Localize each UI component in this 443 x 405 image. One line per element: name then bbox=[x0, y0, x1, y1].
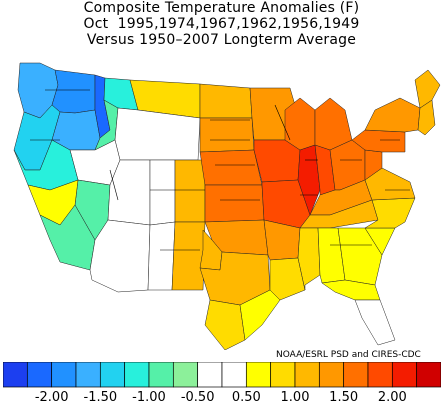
region-wa-east bbox=[51, 69, 96, 114]
legend-tick-label: -0.50 bbox=[180, 390, 215, 405]
region-nd bbox=[199, 83, 253, 119]
region-ga bbox=[337, 227, 383, 286]
region-new-england-south bbox=[417, 99, 436, 136]
region-ne bbox=[199, 149, 263, 186]
map-subtitle-years: Oct 1995,1974,1967,1962,1956,1949 bbox=[83, 16, 360, 32]
legend-swatch bbox=[391, 362, 418, 388]
legend-swatch bbox=[26, 362, 53, 388]
state-borders bbox=[30, 89, 410, 251]
legend-swatch bbox=[172, 362, 199, 388]
region-ny bbox=[364, 97, 421, 133]
legend-swatch bbox=[416, 362, 441, 388]
legend-tick-label: -1.00 bbox=[132, 390, 166, 405]
region-la bbox=[269, 257, 306, 301]
region-ia bbox=[253, 139, 301, 183]
legend-tick-label: -2.00 bbox=[34, 390, 69, 405]
credit-text: NOAA/ESRL PSD and CIRES-CDC bbox=[276, 350, 421, 360]
legend-swatch bbox=[3, 362, 28, 388]
legend-tick-label: 2.00 bbox=[377, 390, 407, 405]
region-nm-east bbox=[171, 221, 206, 291]
region-nm-west bbox=[147, 221, 176, 291]
region-mi bbox=[314, 97, 353, 151]
legend-swatch bbox=[51, 362, 77, 388]
legend-swatch bbox=[99, 362, 126, 388]
region-sd bbox=[199, 117, 255, 153]
region-fl-south bbox=[354, 299, 396, 346]
division-line bbox=[109, 169, 119, 201]
color-legend bbox=[3, 362, 441, 388]
legend-swatch bbox=[367, 362, 393, 388]
legend-swatch bbox=[124, 362, 150, 388]
region-il bbox=[297, 144, 321, 216]
legend-tick-label: 1.50 bbox=[329, 390, 359, 405]
region-az bbox=[89, 219, 151, 293]
region-tx-south bbox=[204, 299, 246, 350]
map-title: Composite Temperature Anomalies (F) bbox=[83, 0, 360, 16]
legend-tick-label: 1.00 bbox=[280, 390, 310, 405]
legend-swatch bbox=[221, 362, 247, 388]
legend-tick-label: 0.50 bbox=[231, 390, 261, 405]
region-co-east bbox=[174, 159, 206, 223]
legend-swatch bbox=[245, 362, 272, 388]
legend-swatch bbox=[294, 362, 320, 388]
legend-swatch bbox=[197, 362, 223, 388]
region-layer bbox=[13, 62, 441, 350]
region-co-west bbox=[149, 159, 176, 226]
legend-swatch bbox=[318, 362, 345, 388]
region-ks bbox=[204, 184, 265, 223]
division-line bbox=[274, 104, 291, 141]
map-subtitle-baseline: Versus 1950–2007 Longterm Average bbox=[86, 32, 357, 48]
legend-swatch bbox=[343, 362, 369, 388]
legend-swatch bbox=[148, 362, 174, 388]
region-tx-coast bbox=[239, 289, 281, 341]
region-me bbox=[414, 69, 441, 109]
legend-tick-label: -1.50 bbox=[83, 390, 118, 405]
legend-swatch bbox=[75, 362, 101, 388]
legend-swatch bbox=[270, 362, 296, 388]
us-anomaly-map bbox=[13, 62, 441, 350]
